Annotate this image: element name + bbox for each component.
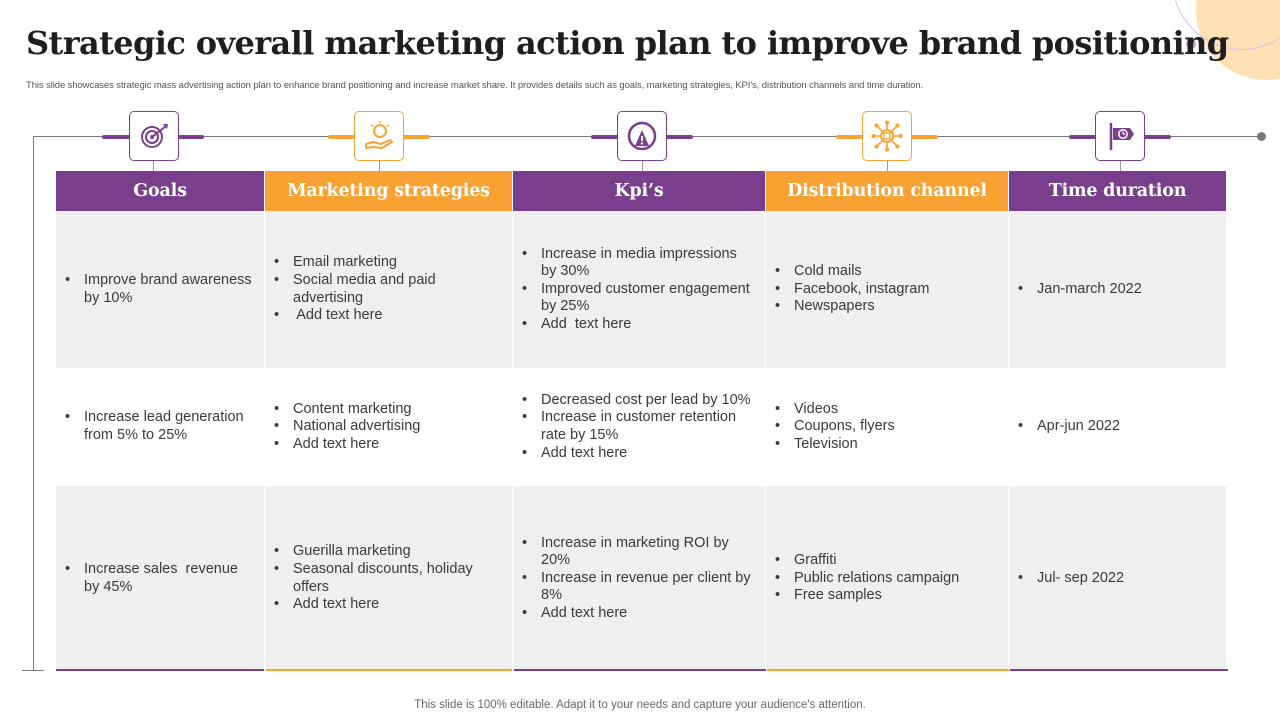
row3-goals-cell: Increase sales revenue by 45% <box>56 486 265 671</box>
header-distribution-channel: Distribution channel <box>766 171 1009 211</box>
header-time-duration: Time duration <box>1009 171 1227 211</box>
row3-goal-item: Increase sales revenue by 45% <box>64 561 254 596</box>
row2-kpis-cell: Decreased cost per lead by 10% Increase … <box>513 368 766 486</box>
row3-strategy-item: Add text here <box>273 596 502 614</box>
row1-channel-item: Newspapers <box>774 298 998 316</box>
channel-icon-group <box>836 111 938 171</box>
action-plan-table: Goals Marketing strategies Kpi’s Distrib… <box>56 171 1227 671</box>
row2-strategy-item: National advertising <box>273 418 502 436</box>
duration-icon-tick <box>1120 161 1121 171</box>
row3-kpi-item: Increase in marketing ROI by 20% <box>521 535 755 570</box>
row2-strategies-cell: Content marketing National advertising A… <box>265 368 513 486</box>
kpis-bottom-line <box>514 669 766 671</box>
row1-kpi-item: Increase in media impressions by 30% <box>521 246 755 281</box>
row2-strategy-item: Add text here <box>273 436 502 454</box>
header-marketing-strategies: Marketing strategies <box>265 171 513 211</box>
timeline-foot-line <box>22 670 44 671</box>
channel-bottom-line <box>767 669 1009 671</box>
duration-icon-group <box>1069 111 1171 171</box>
row2-kpi-item: Decreased cost per lead by 10% <box>521 392 755 410</box>
row3-channel-item: Public relations campaign <box>774 570 998 588</box>
strategies-icon-tick <box>379 161 380 171</box>
row3-duration-item: Jul- sep 2022 <box>1017 570 1216 588</box>
row1-strategies-cell: Email marketing Social media and paid ad… <box>265 211 513 368</box>
row2-kpi-item: Add text here <box>521 445 755 463</box>
row1-goals-cell: Improve brand awareness by 10% <box>56 211 265 368</box>
kpis-icon-tick <box>642 161 643 171</box>
row3-duration-cell: Jul- sep 2022 <box>1009 486 1227 671</box>
row3-strategy-item: Guerilla marketing <box>273 543 502 561</box>
row1-duration-item: Jan-march 2022 <box>1017 281 1216 299</box>
row3-strategy-item: Seasonal discounts, holiday offers <box>273 561 502 596</box>
row2-channel-item: Videos <box>774 401 998 419</box>
gauge-icon <box>617 111 667 161</box>
network-icon <box>862 111 912 161</box>
kpis-icon-group <box>591 111 693 171</box>
slide-title: Strategic overall marketing action plan … <box>26 24 1229 62</box>
row1-channel-item: Cold mails <box>774 263 998 281</box>
row2-duration-cell: Apr-jun 2022 <box>1009 368 1227 486</box>
row2-kpi-item: Increase in customer retention rate by 1… <box>521 409 755 444</box>
row2-duration-item: Apr-jun 2022 <box>1017 418 1216 436</box>
row1-goal-item: Improve brand awareness by 10% <box>64 272 254 307</box>
channel-icon-tick <box>887 161 888 171</box>
row1-channel-item: Facebook, instagram <box>774 281 998 299</box>
row1-kpi-item: Improved customer engagement by 25% <box>521 281 755 316</box>
row1-channels-cell: Cold mails Facebook, instagram Newspaper… <box>766 211 1009 368</box>
target-icon <box>129 111 179 161</box>
timeline-vertical-line <box>33 136 34 671</box>
row2-channel-item: Television <box>774 436 998 454</box>
row2-goals-cell: Increase lead generation from 5% to 25% <box>56 368 265 486</box>
strategies-bottom-line <box>266 669 512 671</box>
goals-icon-tick <box>153 161 154 171</box>
row3-channel-item: Free samples <box>774 587 998 605</box>
row1-kpi-item: Add text here <box>521 316 755 334</box>
row1-strategy-item: Email marketing <box>273 254 502 272</box>
row1-strategy-item: Social media and paid advertising <box>273 272 502 307</box>
row1-kpis-cell: Increase in media impressions by 30% Imp… <box>513 211 766 368</box>
row2-goal-item: Increase lead generation from 5% to 25% <box>64 409 254 444</box>
goals-icon-group <box>102 111 204 171</box>
row3-channel-item: Graffiti <box>774 552 998 570</box>
row1-duration-cell: Jan-march 2022 <box>1009 211 1227 368</box>
row3-kpis-cell: Increase in marketing ROI by 20% Increas… <box>513 486 766 671</box>
header-goals: Goals <box>56 171 265 211</box>
row3-strategies-cell: Guerilla marketing Seasonal discounts, h… <box>265 486 513 671</box>
goals-bottom-line <box>56 669 264 671</box>
row2-channel-item: Coupons, flyers <box>774 418 998 436</box>
header-kpis: Kpi’s <box>513 171 766 211</box>
timeline-end-dot <box>1257 132 1266 141</box>
duration-bottom-line <box>1010 669 1228 671</box>
row2-strategy-item: Content marketing <box>273 401 502 419</box>
row3-kpi-item: Add text here <box>521 605 755 623</box>
decorative-dot <box>1186 39 1196 49</box>
slide-subtitle: This slide showcases strategic mass adve… <box>26 80 924 91</box>
row2-channels-cell: Videos Coupons, flyers Television <box>766 368 1009 486</box>
row1-strategy-item: Add text here <box>273 307 502 325</box>
row3-channels-cell: Graffiti Public relations campaign Free … <box>766 486 1009 671</box>
signpost-clock-icon <box>1095 111 1145 161</box>
footer-note: This slide is 100% editable. Adapt it to… <box>414 699 866 711</box>
idea-hand-icon <box>354 111 404 161</box>
row3-kpi-item: Increase in revenue per client by 8% <box>521 570 755 605</box>
strategies-icon-group <box>328 111 430 171</box>
